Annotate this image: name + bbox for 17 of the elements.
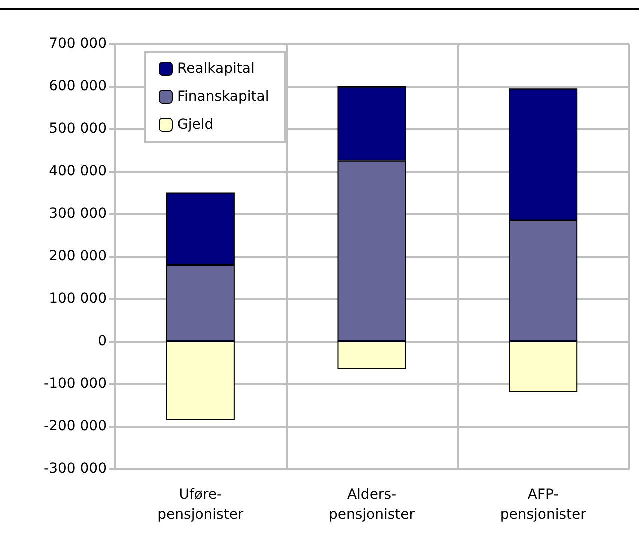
x-tick-label: Uføre- pensjonister [158,487,244,523]
x-tick-label: Alders- pensjonister [328,487,416,523]
legend-label: Realkapital [178,61,255,77]
y-tick-label: 200 000 [49,248,107,264]
y-tick-label: 500 000 [49,121,107,137]
y-tick-label: -100 000 [44,376,107,392]
y-tick-label: -200 000 [44,418,107,434]
legend-label: Finanskapital [178,89,270,105]
legend-label: Gjeld [178,117,214,133]
y-tick-label: 300 000 [49,206,107,222]
y-tick-label: 400 000 [49,164,107,180]
y-tick-label: 0 [98,334,107,350]
y-tick-label: 100 000 [49,291,107,307]
y-tick-label: 700 000 [49,36,107,52]
y-tick-label: -300 000 [44,461,107,477]
y-tick-label: 600 000 [49,78,107,94]
x-tick-label: AFP- pensjonister [500,487,587,523]
